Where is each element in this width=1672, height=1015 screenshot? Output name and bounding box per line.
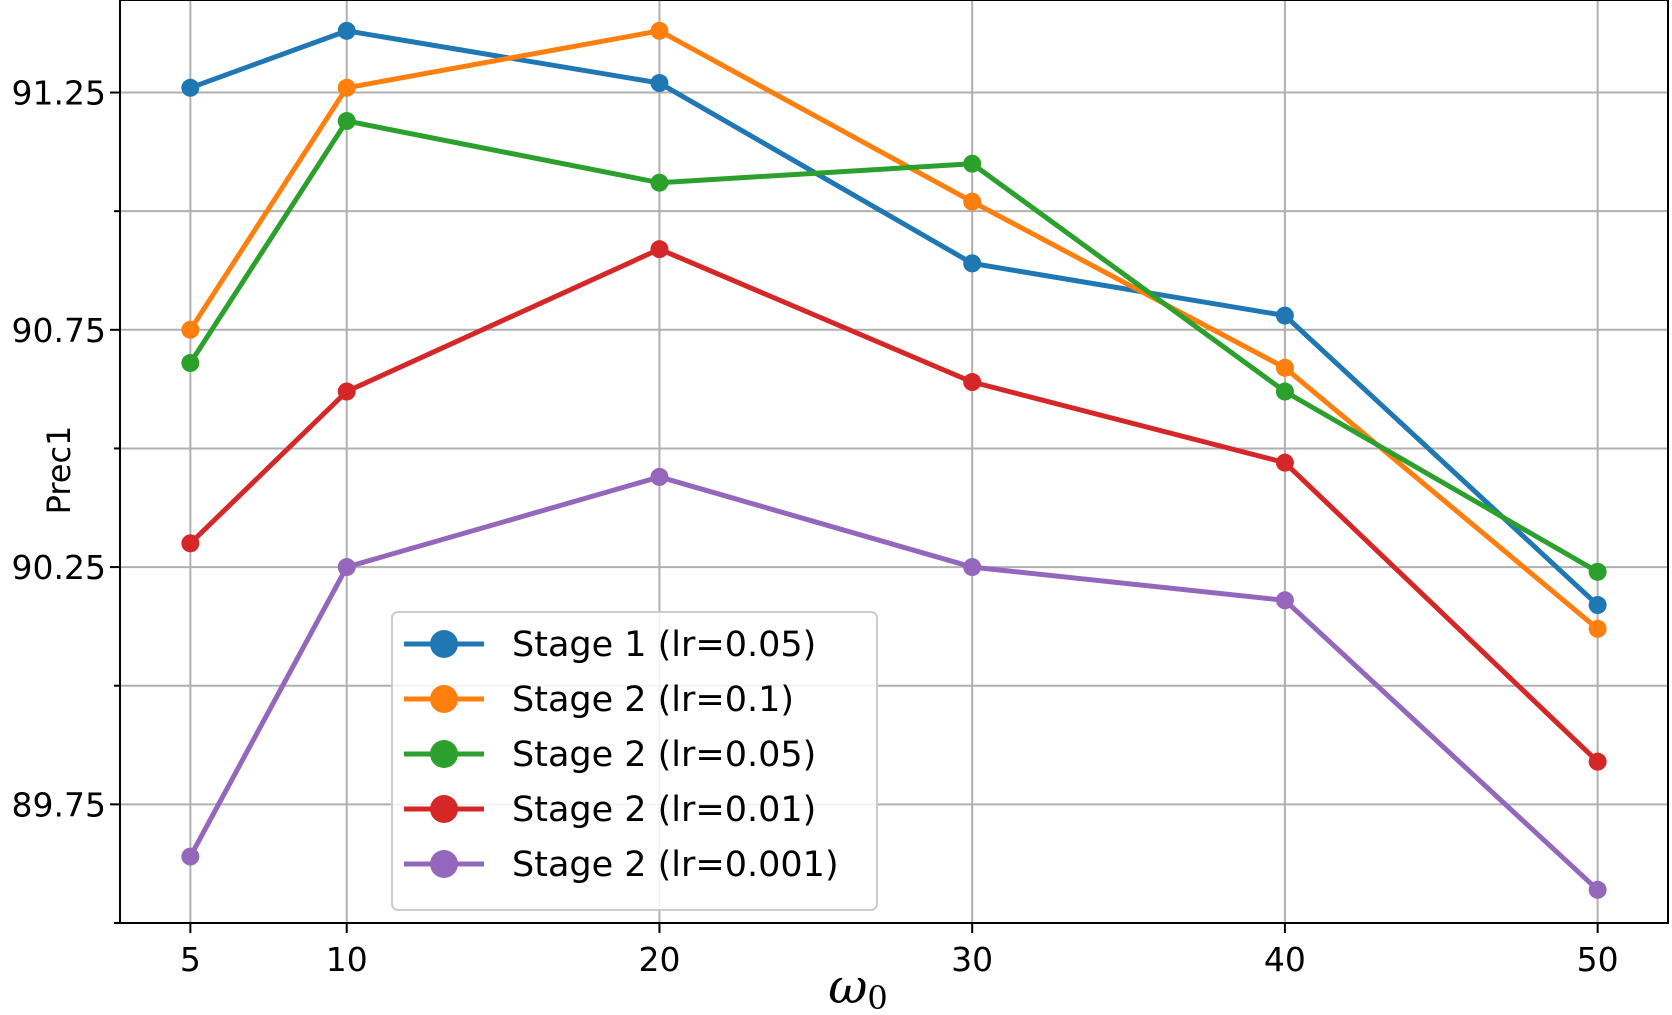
data-point <box>650 74 669 93</box>
data-point <box>1588 619 1607 638</box>
data-point <box>650 21 669 40</box>
x-tick-label: 10 <box>326 940 368 979</box>
series-line <box>187 474 1601 893</box>
series-line <box>187 246 1601 765</box>
data-point <box>1275 453 1294 472</box>
data-point <box>963 558 982 577</box>
data-point <box>181 847 200 866</box>
data-point <box>181 320 200 339</box>
legend-marker-swatch <box>430 685 458 713</box>
y-axis-label: Prec1 <box>40 426 78 515</box>
x-tick-label: 5 <box>180 940 201 979</box>
series-layer <box>181 21 1607 899</box>
data-point <box>1588 880 1607 899</box>
legend-marker-swatch <box>430 850 458 878</box>
series-line <box>187 118 1601 575</box>
x-tick-label: 30 <box>951 940 993 979</box>
x-axis-label-subscript: 0 <box>867 979 887 1015</box>
data-point <box>337 558 356 577</box>
series-line <box>187 28 1601 608</box>
data-point <box>963 192 982 211</box>
data-point <box>963 254 982 273</box>
data-point <box>181 78 200 97</box>
data-point <box>1588 752 1607 771</box>
series-line <box>187 28 1601 632</box>
data-point <box>181 354 200 373</box>
data-point <box>963 373 982 392</box>
data-point <box>337 78 356 97</box>
legend: Stage 1 (lr=0.05) Stage 2 (lr=0.1) Stage 2… <box>391 611 878 911</box>
series-group <box>181 467 1607 899</box>
y-axis: 89.75 90.25 90.75 91.25 <box>12 74 120 924</box>
legend-label: Stage 2 (lr=0.001) <box>512 845 839 885</box>
series-group <box>181 21 1607 638</box>
series-group <box>181 240 1607 771</box>
data-point <box>963 154 982 173</box>
legend-marker-swatch <box>430 795 458 823</box>
data-point <box>1275 306 1294 325</box>
legend-box <box>391 611 878 911</box>
legend-label: Stage 2 (lr=0.05) <box>512 735 816 775</box>
data-point <box>337 21 356 40</box>
data-point <box>1275 591 1294 610</box>
x-axis-label: ω0 <box>828 959 888 1015</box>
y-tick-label: 90.75 <box>12 311 106 350</box>
grid-layer <box>120 0 1668 924</box>
series-group <box>181 112 1607 581</box>
x-axis: 5 10 20 30 40 50 <box>180 923 1619 979</box>
data-point <box>650 240 669 259</box>
legend-marker-swatch <box>430 740 458 768</box>
legend-marker-swatch <box>430 630 458 658</box>
legend-label: Stage 2 (lr=0.1) <box>512 680 794 720</box>
y-tick-label: 90.25 <box>12 548 106 587</box>
y-tick-label: 89.75 <box>12 785 106 824</box>
data-point <box>1275 382 1294 401</box>
x-axis-label-symbol: ω <box>828 959 867 1015</box>
x-tick-label: 20 <box>638 940 680 979</box>
x-tick-label: 40 <box>1264 940 1306 979</box>
series-group <box>181 21 1607 615</box>
plot-frame <box>119 0 1669 924</box>
data-point <box>650 467 669 486</box>
data-point <box>337 112 356 131</box>
y-tick-label: 91.25 <box>12 74 106 113</box>
legend-label: Stage 1 (lr=0.05) <box>512 625 816 665</box>
data-point <box>181 534 200 553</box>
data-point <box>1588 596 1607 615</box>
data-point <box>337 382 356 401</box>
legend-label: Stage 2 (lr=0.01) <box>512 790 816 830</box>
data-point <box>1275 358 1294 377</box>
data-point <box>650 173 669 192</box>
x-tick-label: 50 <box>1577 940 1619 979</box>
data-point <box>1588 562 1607 581</box>
